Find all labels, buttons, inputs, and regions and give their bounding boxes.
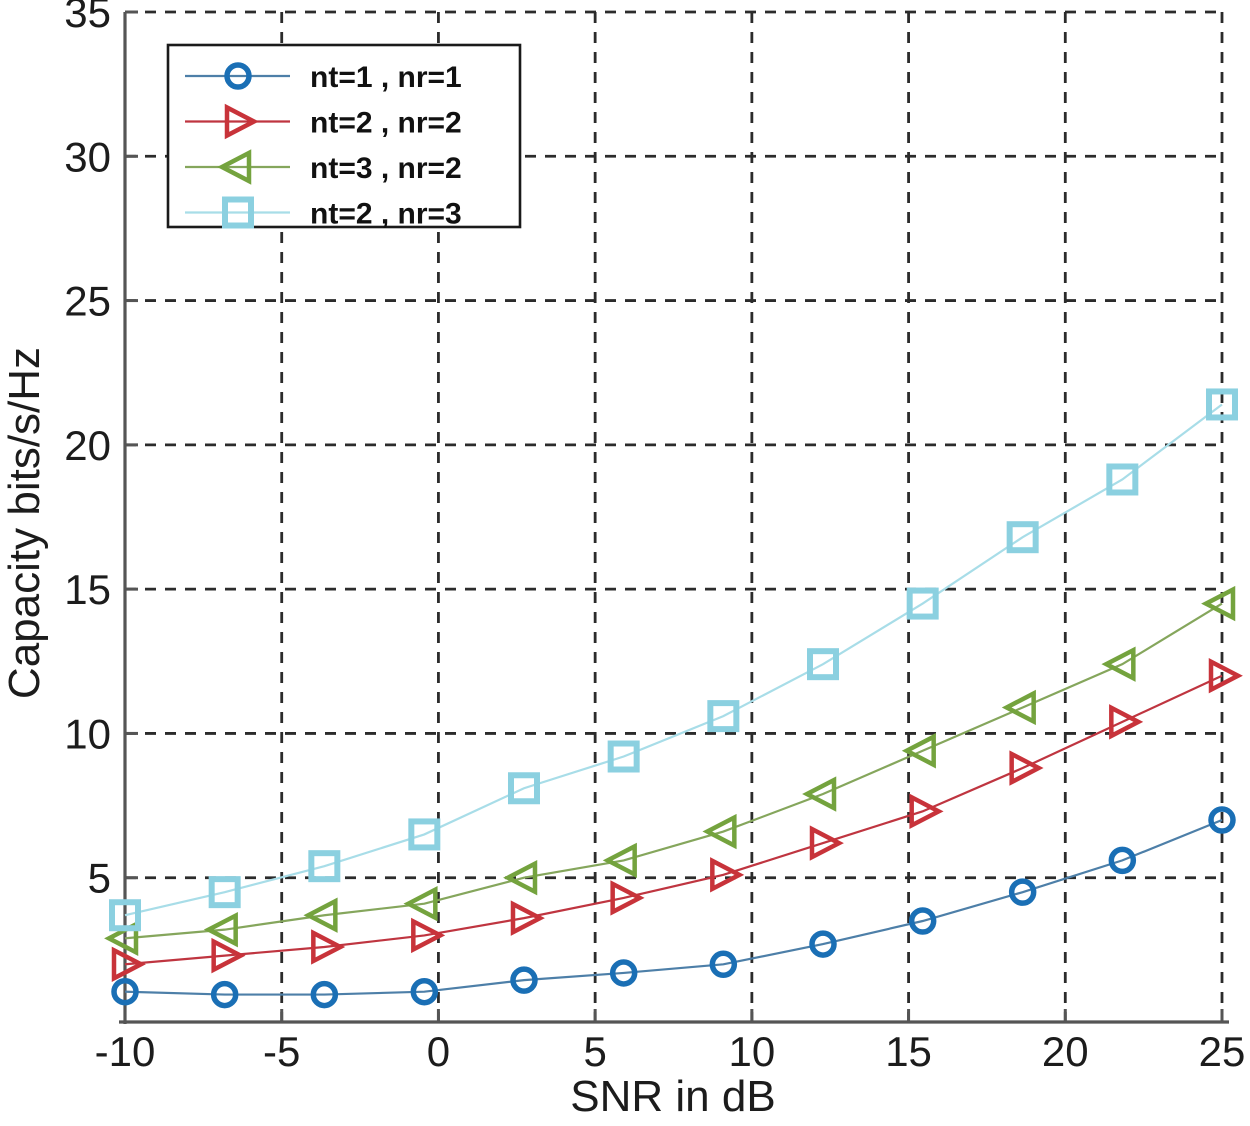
y-tick-label: 20 bbox=[64, 422, 111, 469]
x-tick-label: 0 bbox=[427, 1028, 450, 1075]
x-tick-label: -5 bbox=[263, 1028, 300, 1075]
legend-3-square-marker-icon bbox=[222, 196, 254, 229]
series-2-triangle-left-marker-icon bbox=[1101, 646, 1136, 682]
y-tick-label: 30 bbox=[64, 133, 111, 180]
legend-label-1: nt=2 , nr=2 bbox=[310, 107, 462, 140]
x-tick-label: 5 bbox=[583, 1028, 606, 1075]
series-0-circle-marker-icon bbox=[510, 966, 538, 994]
legend-0-circle-marker-icon bbox=[224, 62, 252, 90]
series-2-triangle-left-marker-icon bbox=[403, 885, 438, 922]
y-tick-label: 15 bbox=[64, 566, 111, 613]
y-tick-label: 5 bbox=[88, 855, 111, 902]
series-1-triangle-right-marker-icon bbox=[909, 793, 944, 830]
series-3-square-marker-icon bbox=[707, 700, 740, 733]
series-0-circle-marker-icon bbox=[809, 930, 837, 958]
series-2-triangle-left-marker-icon bbox=[303, 897, 338, 933]
series-1-triangle-right-marker-icon bbox=[1009, 750, 1044, 786]
series-3-square-marker-icon bbox=[408, 818, 441, 851]
series-1-triangle-right-marker-icon bbox=[809, 825, 844, 861]
series-2-triangle-left-marker-icon bbox=[203, 911, 238, 948]
x-tick-label: 10 bbox=[728, 1028, 775, 1075]
series-0-circle-marker-icon bbox=[609, 959, 638, 987]
series-0-circle-marker-icon bbox=[908, 907, 937, 935]
series-line-1 bbox=[124, 674, 1223, 966]
y-tick-label: 25 bbox=[64, 278, 111, 325]
series-2-triangle-left-marker-icon bbox=[802, 776, 837, 812]
series-2-triangle-left-marker-icon bbox=[1201, 585, 1236, 622]
series-3-square-marker-icon bbox=[507, 772, 540, 805]
series-3-square-marker-icon bbox=[906, 587, 939, 620]
series-2-triangle-left-marker-icon bbox=[901, 733, 936, 769]
series-3-square-marker-icon bbox=[1006, 521, 1039, 554]
series-1-triangle-right-marker-icon bbox=[411, 917, 446, 954]
x-tick-label: 25 bbox=[1199, 1028, 1246, 1075]
series-1-triangle-right-marker-icon bbox=[1208, 658, 1243, 694]
series-1-triangle-right-marker-icon bbox=[510, 900, 545, 936]
series-0-circle-marker-icon bbox=[210, 980, 239, 1009]
y-axis-label: Capacity bits/s/Hz bbox=[0, 346, 49, 700]
series-0-circle-marker-icon bbox=[709, 950, 738, 979]
legend-label-0: nt=1 , nr=1 bbox=[310, 61, 462, 94]
series-3-square-marker-icon bbox=[1106, 463, 1139, 496]
series-0-circle-marker-icon bbox=[1008, 878, 1037, 906]
series-3-square-marker-icon bbox=[807, 648, 840, 681]
series-1-triangle-right-marker-icon bbox=[211, 937, 246, 974]
x-tick-label: 20 bbox=[1042, 1028, 1089, 1075]
series-2-triangle-left-marker-icon bbox=[602, 842, 637, 879]
series-3-square-marker-icon bbox=[109, 899, 141, 932]
series-2-triangle-left-marker-icon bbox=[503, 860, 538, 896]
series-0-circle-marker-icon bbox=[310, 980, 339, 1009]
series-2-triangle-left-marker-icon bbox=[702, 813, 737, 850]
series-line-0 bbox=[124, 818, 1223, 996]
x-tick-label: -10 bbox=[95, 1028, 156, 1075]
series-line-3 bbox=[124, 403, 1223, 917]
series-3-square-marker-icon bbox=[1206, 388, 1238, 421]
y-tick-label: 10 bbox=[64, 710, 111, 757]
series-0-circle-marker-icon bbox=[1208, 806, 1236, 834]
legend-label-2: nt=3 , nr=2 bbox=[310, 152, 462, 185]
y-tick-label: 35 bbox=[64, 0, 111, 36]
series-2-triangle-left-marker-icon bbox=[1001, 689, 1036, 726]
series-0-circle-marker-icon bbox=[1108, 846, 1137, 875]
series-1-triangle-right-marker-icon bbox=[1109, 704, 1144, 740]
series-3-square-marker-icon bbox=[308, 850, 341, 883]
series-1-triangle-right-marker-icon bbox=[710, 857, 745, 893]
series-1-triangle-right-marker-icon bbox=[111, 946, 146, 982]
series-0-circle-marker-icon bbox=[410, 977, 439, 1006]
series-0-circle-marker-icon bbox=[111, 977, 139, 1006]
legend-2-triangle-left-marker-icon bbox=[217, 149, 252, 185]
series-1-triangle-right-marker-icon bbox=[311, 929, 346, 965]
x-axis-label: SNR in dB bbox=[570, 1072, 776, 1121]
series-3-square-marker-icon bbox=[607, 740, 640, 773]
series-3-square-marker-icon bbox=[208, 876, 241, 909]
series-2-triangle-left-marker-icon bbox=[104, 920, 139, 957]
x-tick-label: 15 bbox=[885, 1028, 932, 1075]
series-line-2 bbox=[124, 602, 1223, 940]
legend-label-3: nt=2 , nr=3 bbox=[310, 198, 462, 231]
legend-1-triangle-right-marker-icon bbox=[224, 103, 259, 140]
series-1-triangle-right-marker-icon bbox=[610, 880, 645, 916]
